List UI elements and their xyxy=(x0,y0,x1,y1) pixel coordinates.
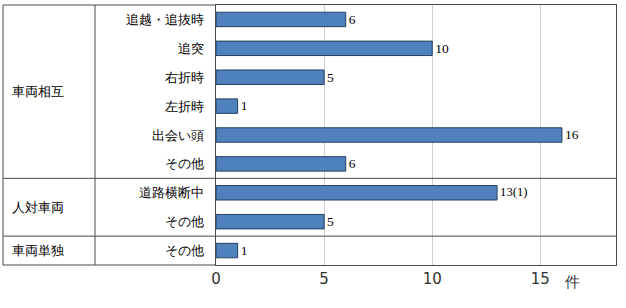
svg-text:件: 件 xyxy=(565,273,580,291)
svg-text:15: 15 xyxy=(531,270,550,288)
svg-text:左折時: 左折時 xyxy=(165,99,204,114)
svg-text:出会い頭: 出会い頭 xyxy=(152,128,204,143)
svg-text:1: 1 xyxy=(241,243,248,258)
svg-text:0: 0 xyxy=(211,270,221,288)
svg-text:道路横断中: 道路横断中 xyxy=(139,185,204,200)
svg-text:5: 5 xyxy=(327,214,334,229)
svg-text:10: 10 xyxy=(423,270,442,288)
svg-text:1: 1 xyxy=(241,98,248,113)
svg-text:6: 6 xyxy=(349,12,356,27)
svg-text:5: 5 xyxy=(319,270,329,288)
svg-text:追越・追抜時: 追越・追抜時 xyxy=(126,12,204,27)
svg-text:追突: 追突 xyxy=(178,41,204,56)
svg-text:その他: その他 xyxy=(165,214,204,229)
svg-text:16: 16 xyxy=(565,127,579,142)
svg-text:その他: その他 xyxy=(165,243,204,258)
svg-text:13(1): 13(1) xyxy=(500,185,527,199)
svg-text:人対車両: 人対車両 xyxy=(12,200,64,215)
svg-text:その他: その他 xyxy=(165,156,204,171)
svg-text:右折時: 右折時 xyxy=(165,70,204,85)
svg-text:6: 6 xyxy=(349,156,356,171)
svg-text:5: 5 xyxy=(327,70,334,85)
svg-text:車両単独: 車両単独 xyxy=(12,243,64,258)
svg-text:車両相互: 車両相互 xyxy=(12,84,64,99)
svg-text:10: 10 xyxy=(435,41,449,56)
